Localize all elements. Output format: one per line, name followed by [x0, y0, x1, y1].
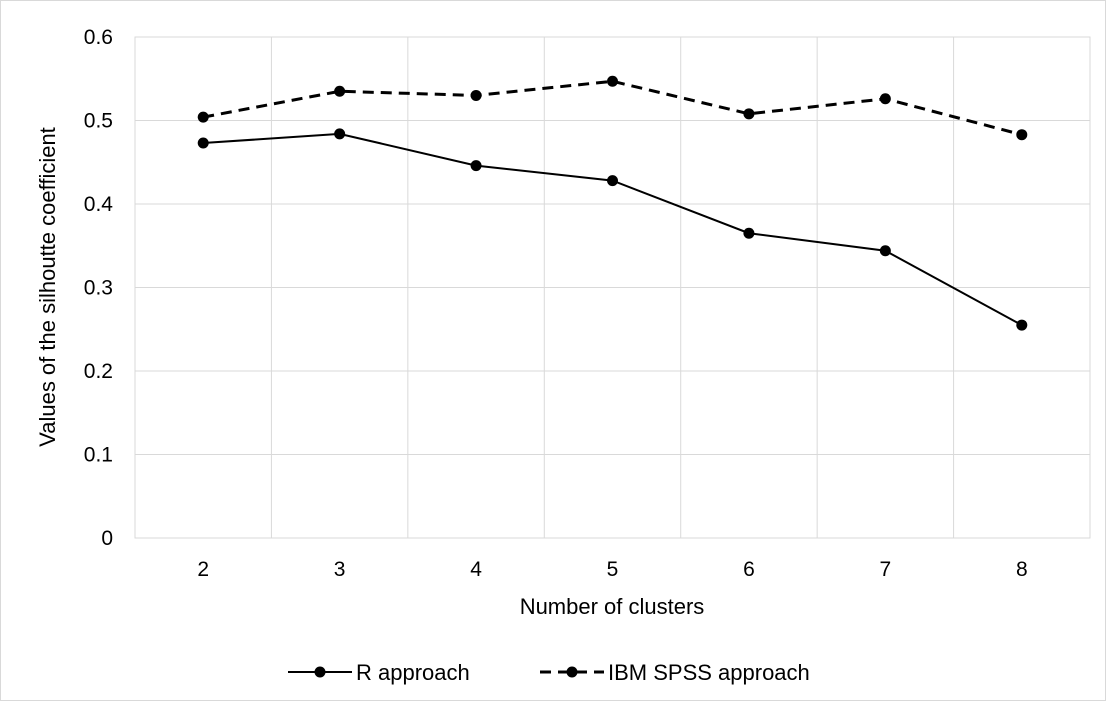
data-point — [334, 128, 346, 140]
data-point — [607, 75, 618, 87]
y-tick-label: 0.5 — [84, 110, 113, 133]
data-point — [879, 245, 891, 257]
grid — [134, 36, 1091, 539]
x-tick-label: 8 — [1016, 558, 1028, 581]
y-tick-label: 0 — [101, 527, 113, 550]
legend-marker — [566, 666, 578, 678]
data-point — [334, 85, 346, 97]
series — [197, 75, 1028, 331]
data-point — [607, 175, 618, 187]
x-tick-label: 6 — [743, 558, 755, 581]
y-tick-label: 0.6 — [84, 26, 113, 49]
x-tick-label: 5 — [607, 558, 619, 581]
y-tick-label: 0.3 — [84, 277, 113, 300]
data-point — [743, 108, 755, 120]
y-tick-label: 0.4 — [84, 193, 114, 216]
data-point — [879, 93, 891, 105]
data-point — [197, 111, 209, 123]
x-tick-label: 4 — [470, 558, 482, 581]
y-axis-title: Values of the silhoutte coefficient — [35, 127, 60, 447]
data-point — [470, 89, 482, 101]
x-tick-label: 7 — [880, 558, 892, 581]
legend-label: R approach — [356, 660, 470, 685]
data-point — [1016, 129, 1028, 141]
data-point — [470, 160, 482, 172]
data-point — [743, 227, 755, 239]
y-tick-label: 0.2 — [84, 360, 113, 383]
axes: 0 0.1 0.2 0.3 0.4 0.5 0.6 2 3 4 5 6 7 8 — [84, 26, 1028, 581]
legend-marker — [314, 666, 326, 678]
x-tick-label: 2 — [197, 558, 209, 581]
data-point — [1016, 319, 1028, 331]
data-point — [197, 137, 209, 149]
y-tick-label: 0.1 — [84, 444, 113, 467]
x-axis-title: Number of clusters — [520, 594, 705, 619]
legend: R approach IBM SPSS approach — [288, 660, 810, 685]
x-tick-label: 3 — [334, 558, 346, 581]
legend-label: IBM SPSS approach — [608, 660, 810, 685]
